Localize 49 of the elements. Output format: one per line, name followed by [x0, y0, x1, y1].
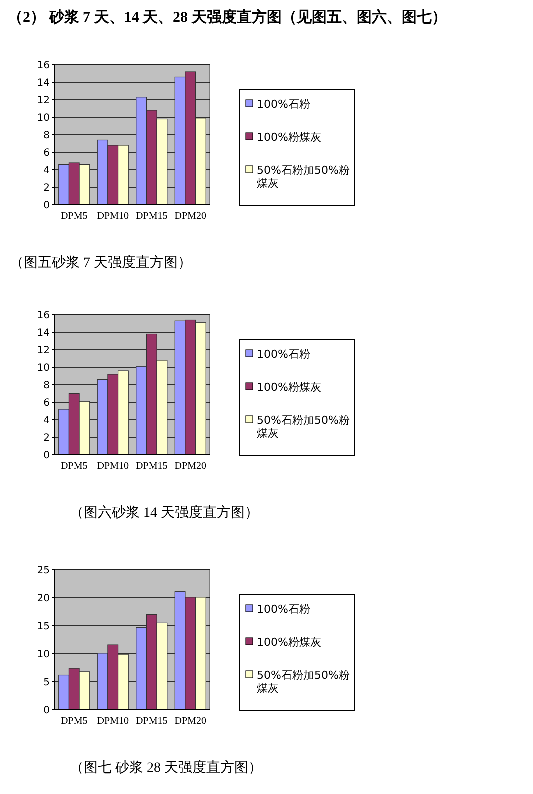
legend-label: 50%石粉加50%粉煤灰 — [257, 164, 350, 190]
y-tick-label: 10 — [37, 363, 50, 374]
y-tick-label: 14 — [37, 78, 50, 89]
legend-label: 50%石粉加50%粉煤灰 — [257, 669, 350, 695]
text: （图六砂浆 14 天强度直方图） — [70, 505, 259, 521]
legend-label: 100%粉煤灰 — [257, 131, 322, 144]
y-tick-label: 12 — [37, 346, 50, 356]
legend-label: 100%石粉 — [257, 98, 310, 111]
x-tick-label: DPM20 — [174, 461, 206, 472]
legend-label: 50%石粉加50%粉煤灰 — [257, 414, 350, 440]
y-tick-label: 20 — [37, 594, 50, 604]
y-tick-label: 6 — [44, 148, 50, 159]
y-tick-label: 2 — [44, 183, 50, 194]
y-tick-label: 8 — [44, 130, 50, 142]
legend-label: 100%粉煤灰 — [257, 381, 322, 394]
y-tick-label: 10 — [37, 650, 50, 660]
y-tick-label: 5 — [44, 678, 50, 688]
y-tick-label: 16 — [37, 60, 50, 72]
y-tick-label: 15 — [37, 622, 50, 632]
chart-title: （2） 砂浆 7 天、14 天、28 天强度直方图（见图五、图六、图七） — [8, 8, 447, 26]
y-tick-label: 12 — [37, 96, 50, 106]
x-tick-label: DPM10 — [97, 461, 129, 472]
x-tick-label: DPM20 — [174, 211, 206, 222]
y-tick-label: 6 — [44, 398, 50, 409]
y-tick-label: 10 — [37, 113, 50, 124]
y-tick-label: 0 — [44, 450, 50, 462]
y-tick-label: 4 — [44, 416, 50, 426]
x-tick-label: DPM15 — [136, 461, 168, 472]
text: （图五砂浆 7 天强度直方图） — [10, 255, 192, 271]
x-tick-label: DPM5 — [61, 461, 88, 472]
y-tick-label: 14 — [37, 328, 50, 339]
x-tick-label: DPM10 — [97, 716, 129, 727]
text: （图七 砂浆 28 天强度直方图） — [70, 760, 262, 776]
y-tick-label: 0 — [44, 200, 50, 212]
legend-label: 100%粉煤灰 — [257, 636, 322, 649]
x-tick-label: DPM10 — [97, 211, 129, 222]
x-tick-label: DPM20 — [174, 716, 206, 727]
y-tick-label: 2 — [44, 433, 50, 444]
legend-label: 100%石粉 — [257, 603, 310, 616]
legend-label: 100%石粉 — [257, 348, 310, 361]
y-tick-label: 4 — [44, 166, 50, 176]
x-tick-label: DPM15 — [136, 716, 168, 727]
y-tick-label: 8 — [44, 380, 50, 392]
x-tick-label: DPM5 — [61, 211, 88, 222]
y-tick-label: 16 — [37, 310, 50, 322]
x-tick-label: DPM15 — [136, 211, 168, 222]
x-tick-label: DPM5 — [61, 716, 88, 727]
y-tick-label: 25 — [37, 566, 50, 576]
y-tick-label: 0 — [44, 706, 50, 716]
